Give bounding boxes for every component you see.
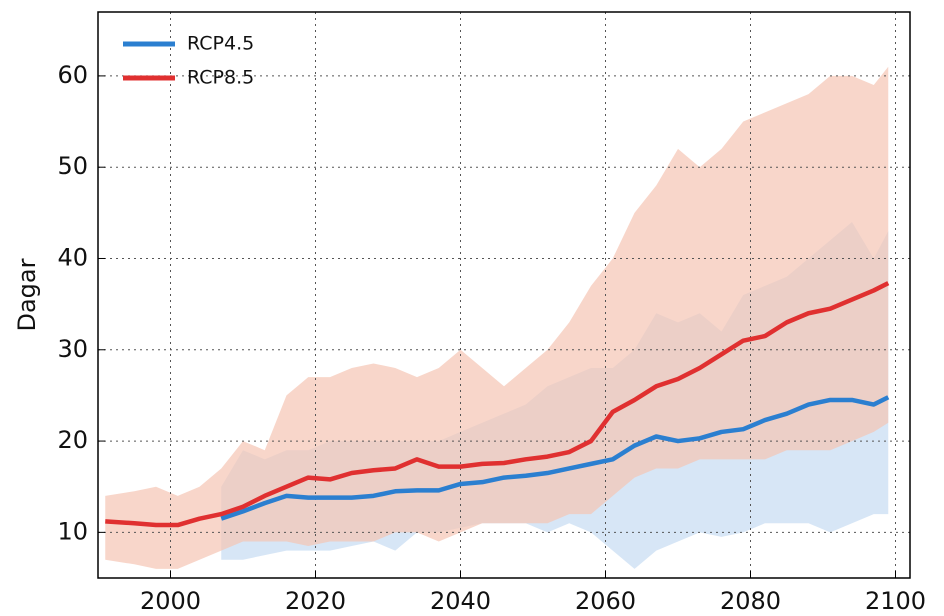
- y-axis-label: Dagar: [13, 258, 41, 331]
- y-tick-label: 30: [57, 335, 88, 363]
- legend-label: RCP4.5: [187, 33, 254, 55]
- y-tick-label: 20: [57, 426, 88, 454]
- y-tick-label: 50: [57, 152, 88, 180]
- x-tick-label: 2080: [720, 587, 781, 615]
- x-tick-label: 2060: [575, 587, 636, 615]
- range-band: [105, 66, 889, 569]
- plot-frame: [97, 11, 911, 579]
- y-tick-label: 60: [57, 61, 88, 89]
- line: [220, 395, 890, 521]
- legend-label: RCP8.5: [187, 67, 254, 89]
- x-tick-label: 2000: [140, 587, 201, 615]
- y-tick-label: 10: [57, 517, 88, 545]
- x-tick-label: 2100: [865, 587, 926, 615]
- x-tick-label: 2020: [285, 587, 346, 615]
- line: [105, 281, 890, 528]
- y-tick-label: 40: [57, 243, 88, 271]
- x-tick-label: 2040: [430, 587, 491, 615]
